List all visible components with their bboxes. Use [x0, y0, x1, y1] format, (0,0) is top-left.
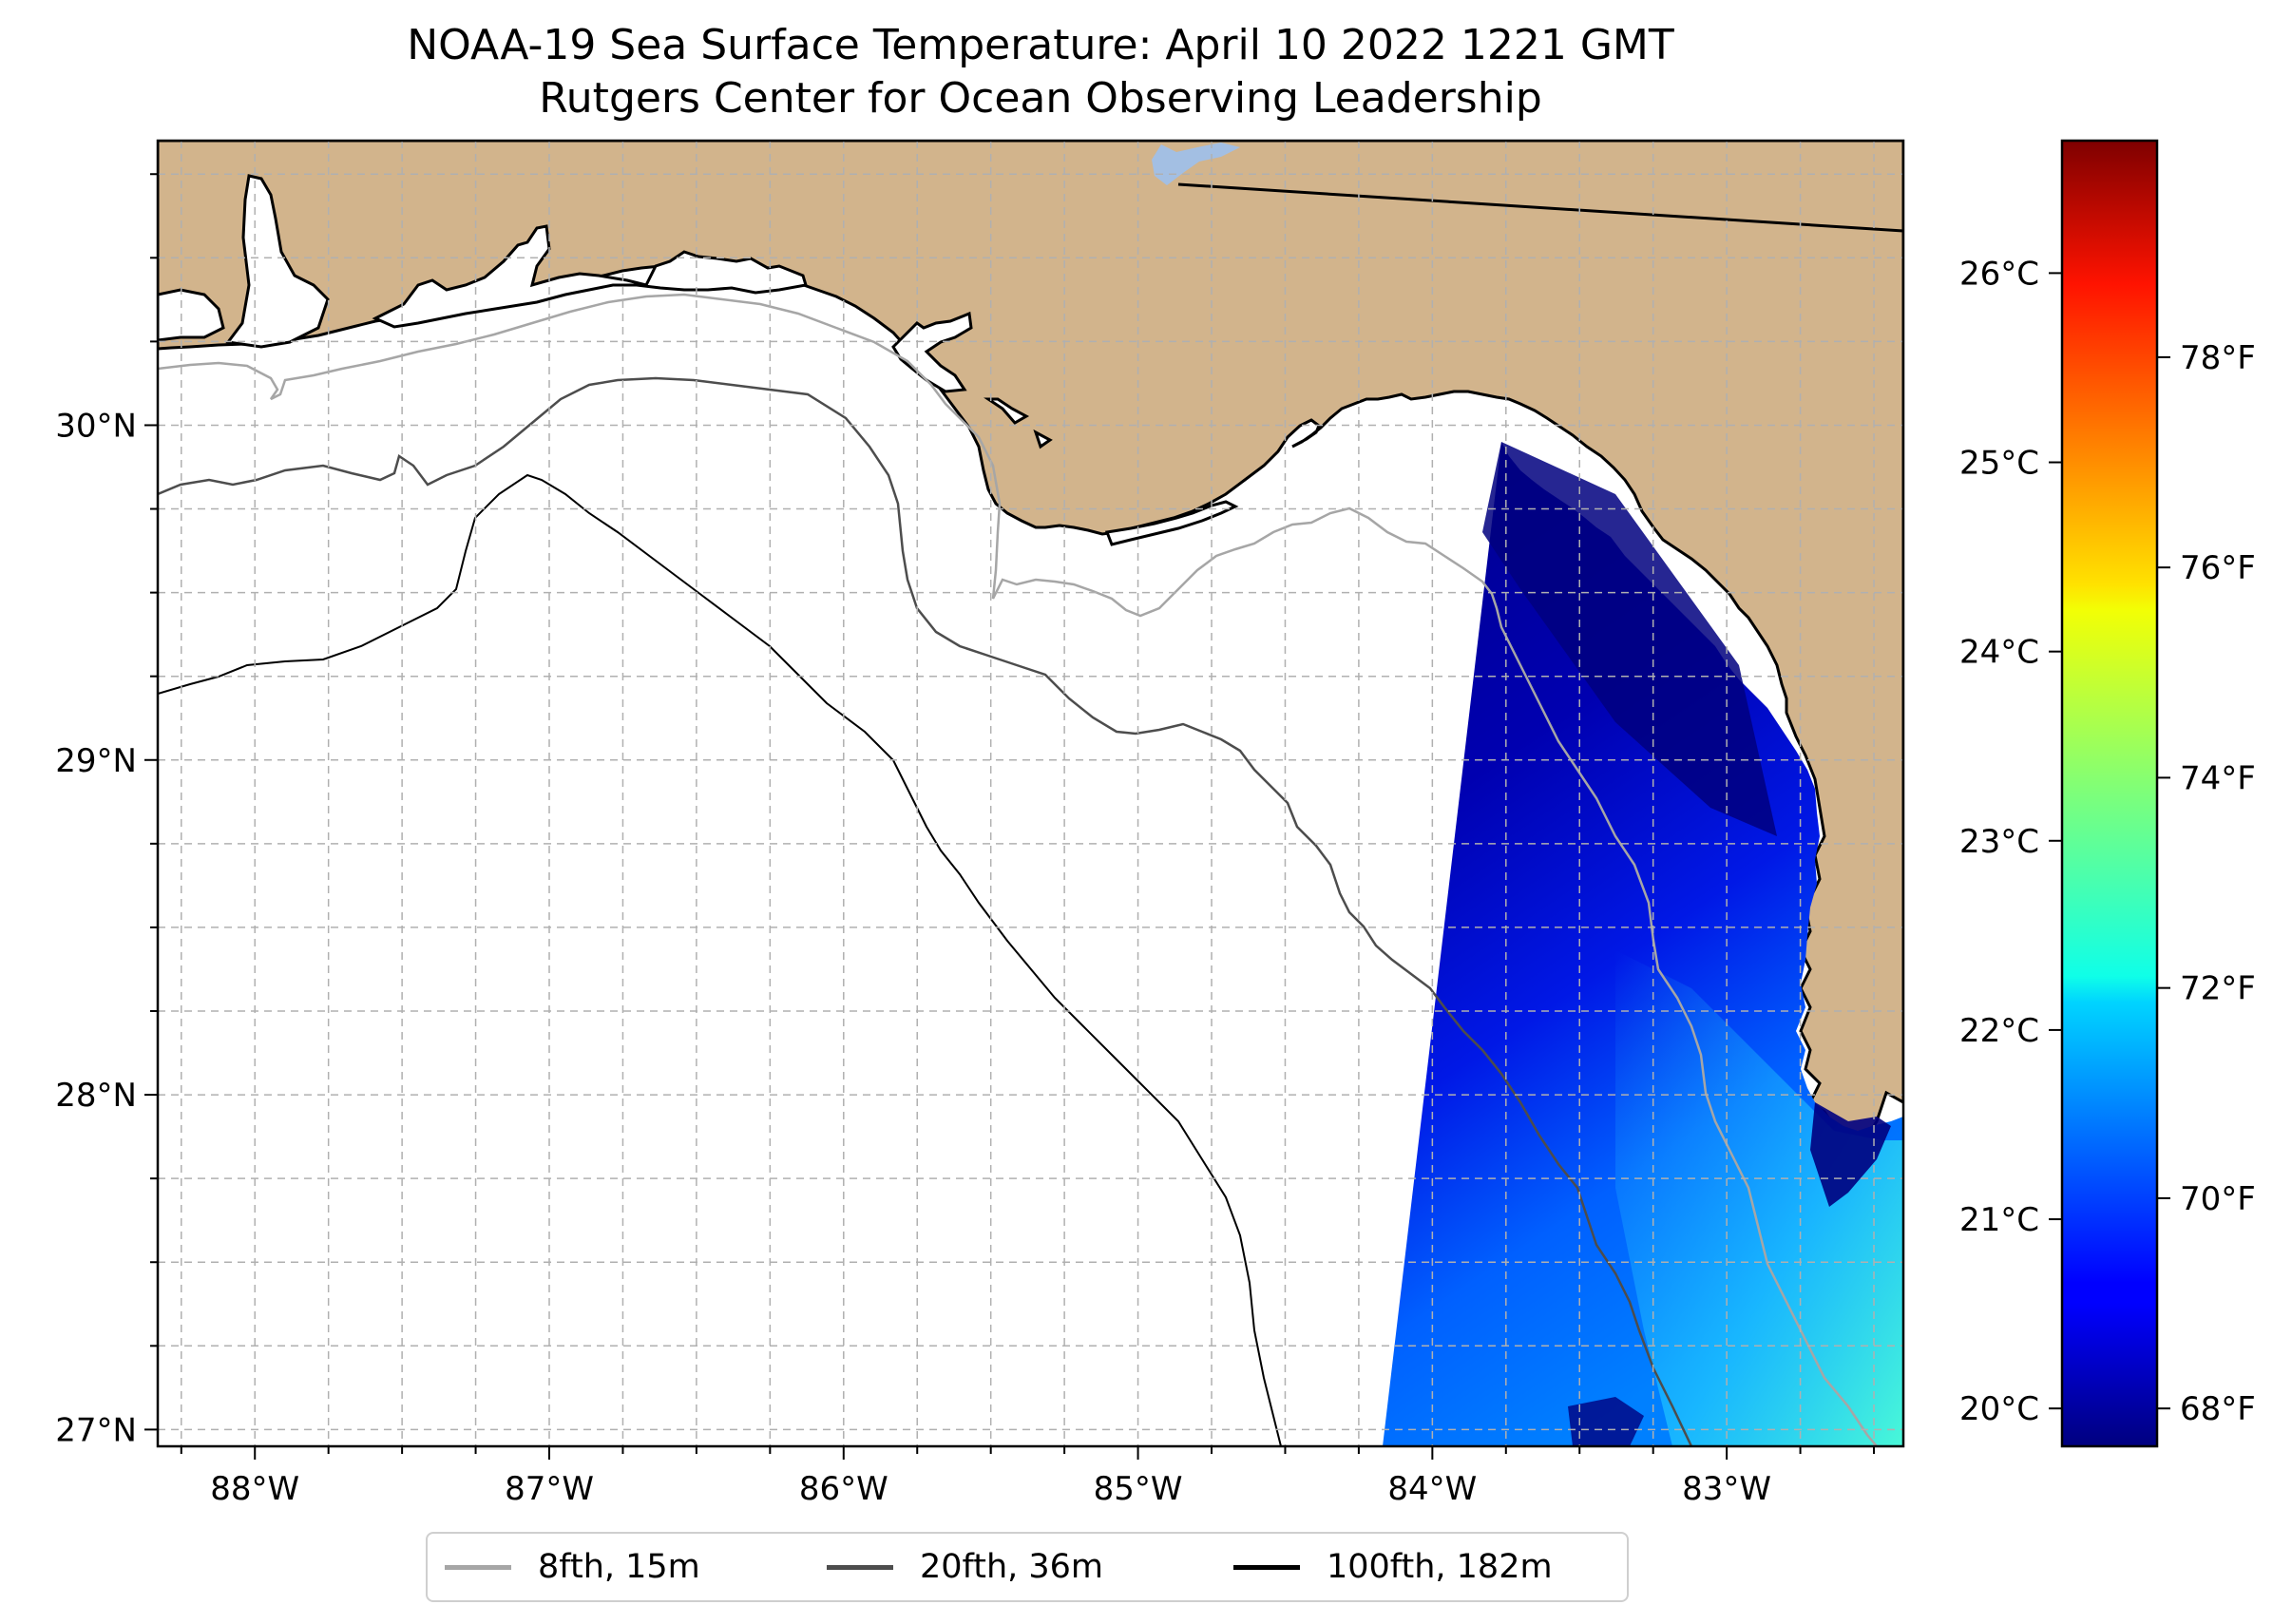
x-tick-label: 86°W	[799, 1470, 888, 1508]
map-subtitle: Rutgers Center for Ocean Observing Leade…	[539, 74, 1542, 123]
y-tick-label: 27°N	[55, 1411, 137, 1449]
celsius-tick-label: 25°C	[1959, 445, 2039, 483]
contour-100fth	[158, 473, 1282, 1446]
x-axis: 88°W 87°W 86°W 85°W 84°W 83°W	[180, 1446, 1876, 1508]
celsius-tick-label: 23°C	[1959, 823, 2039, 861]
map-title: NOAA-19 Sea Surface Temperature: April 1…	[407, 21, 1674, 69]
colorbar-ramp	[2060, 139, 2159, 1448]
legend-swatch-20fth	[827, 1564, 893, 1570]
celsius-tick-label: 21°C	[1959, 1201, 2039, 1239]
colorbar-fahrenheit-axis: 68°F 70°F 72°F 74°F 76°F 78°F	[2157, 339, 2256, 1428]
fahrenheit-tick-label: 72°F	[2180, 970, 2256, 1008]
fahrenheit-tick-label: 68°F	[2180, 1390, 2256, 1428]
legend-item-20fth: 20fth, 36m	[827, 1534, 1103, 1600]
x-tick-label: 88°W	[210, 1470, 299, 1508]
map-plot-area	[158, 141, 1903, 1446]
sst-swath	[1383, 442, 1903, 1446]
legend-label-20fth: 20fth, 36m	[920, 1548, 1104, 1586]
celsius-tick-label: 24°C	[1959, 634, 2039, 672]
legend-item-8fth: 8fth, 15m	[445, 1534, 700, 1600]
y-tick-label: 30°N	[55, 407, 137, 445]
gridlines	[158, 141, 1903, 1446]
x-tick-label: 83°W	[1682, 1470, 1771, 1508]
fahrenheit-tick-label: 74°F	[2180, 759, 2256, 797]
contour-20fth	[158, 376, 1693, 1446]
fahrenheit-tick-label: 78°F	[2180, 339, 2256, 377]
plot-frame	[156, 139, 1905, 1448]
legend-swatch-100fth	[1233, 1564, 1300, 1570]
colorbar: 20°C 21°C 22°C 23°C 24°C 25°C 26°C 68°F 70°F 72°…	[1959, 139, 2256, 1448]
fahrenheit-tick-label: 76°F	[2180, 549, 2256, 587]
x-tick-label: 87°W	[505, 1470, 594, 1508]
legend-label-8fth: 8fth, 15m	[538, 1548, 700, 1586]
y-tick-label: 29°N	[55, 742, 137, 780]
contour-legend: 8fth, 15m 20fth, 36m 100fth, 182m	[426, 1532, 1629, 1602]
y-tick-label: 28°N	[55, 1077, 137, 1115]
legend-label-100fth: 100fth, 182m	[1327, 1548, 1553, 1586]
x-tick-label: 85°W	[1094, 1470, 1183, 1508]
y-axis: 27°N 28°N 29°N 30°N	[55, 173, 158, 1449]
x-tick-label: 84°W	[1387, 1470, 1477, 1508]
bathymetry-contours	[158, 293, 1878, 1446]
colorbar-celsius-axis: 20°C 21°C 22°C 23°C 24°C 25°C 26°C	[1959, 255, 2062, 1428]
fahrenheit-tick-label: 70°F	[2180, 1180, 2256, 1218]
legend-swatch-8fth	[445, 1564, 511, 1570]
celsius-tick-label: 22°C	[1959, 1012, 2039, 1050]
legend-item-100fth: 100fth, 182m	[1233, 1534, 1553, 1600]
state-border	[1177, 182, 1903, 233]
celsius-tick-label: 26°C	[1959, 255, 2039, 293]
contour-8fth	[158, 293, 1878, 1446]
celsius-tick-label: 20°C	[1959, 1390, 2039, 1428]
